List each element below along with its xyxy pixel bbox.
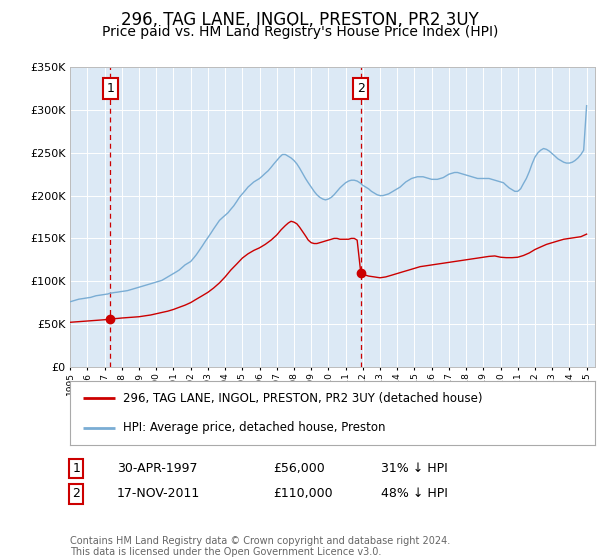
Text: 17-NOV-2011: 17-NOV-2011 bbox=[117, 487, 200, 501]
Text: Price paid vs. HM Land Registry's House Price Index (HPI): Price paid vs. HM Land Registry's House … bbox=[102, 25, 498, 39]
Text: 31% ↓ HPI: 31% ↓ HPI bbox=[381, 462, 448, 475]
Text: 1: 1 bbox=[106, 82, 114, 95]
Text: 296, TAG LANE, INGOL, PRESTON, PR2 3UY: 296, TAG LANE, INGOL, PRESTON, PR2 3UY bbox=[121, 11, 479, 29]
Text: 2: 2 bbox=[357, 82, 365, 95]
Text: HPI: Average price, detached house, Preston: HPI: Average price, detached house, Pres… bbox=[123, 421, 385, 435]
Text: £56,000: £56,000 bbox=[273, 462, 325, 475]
Text: 30-APR-1997: 30-APR-1997 bbox=[117, 462, 197, 475]
Text: Contains HM Land Registry data © Crown copyright and database right 2024.
This d: Contains HM Land Registry data © Crown c… bbox=[70, 535, 451, 557]
Text: 2: 2 bbox=[72, 487, 80, 501]
Text: £110,000: £110,000 bbox=[273, 487, 332, 501]
Text: 1: 1 bbox=[72, 462, 80, 475]
Text: 296, TAG LANE, INGOL, PRESTON, PR2 3UY (detached house): 296, TAG LANE, INGOL, PRESTON, PR2 3UY (… bbox=[123, 391, 482, 405]
Text: 48% ↓ HPI: 48% ↓ HPI bbox=[381, 487, 448, 501]
